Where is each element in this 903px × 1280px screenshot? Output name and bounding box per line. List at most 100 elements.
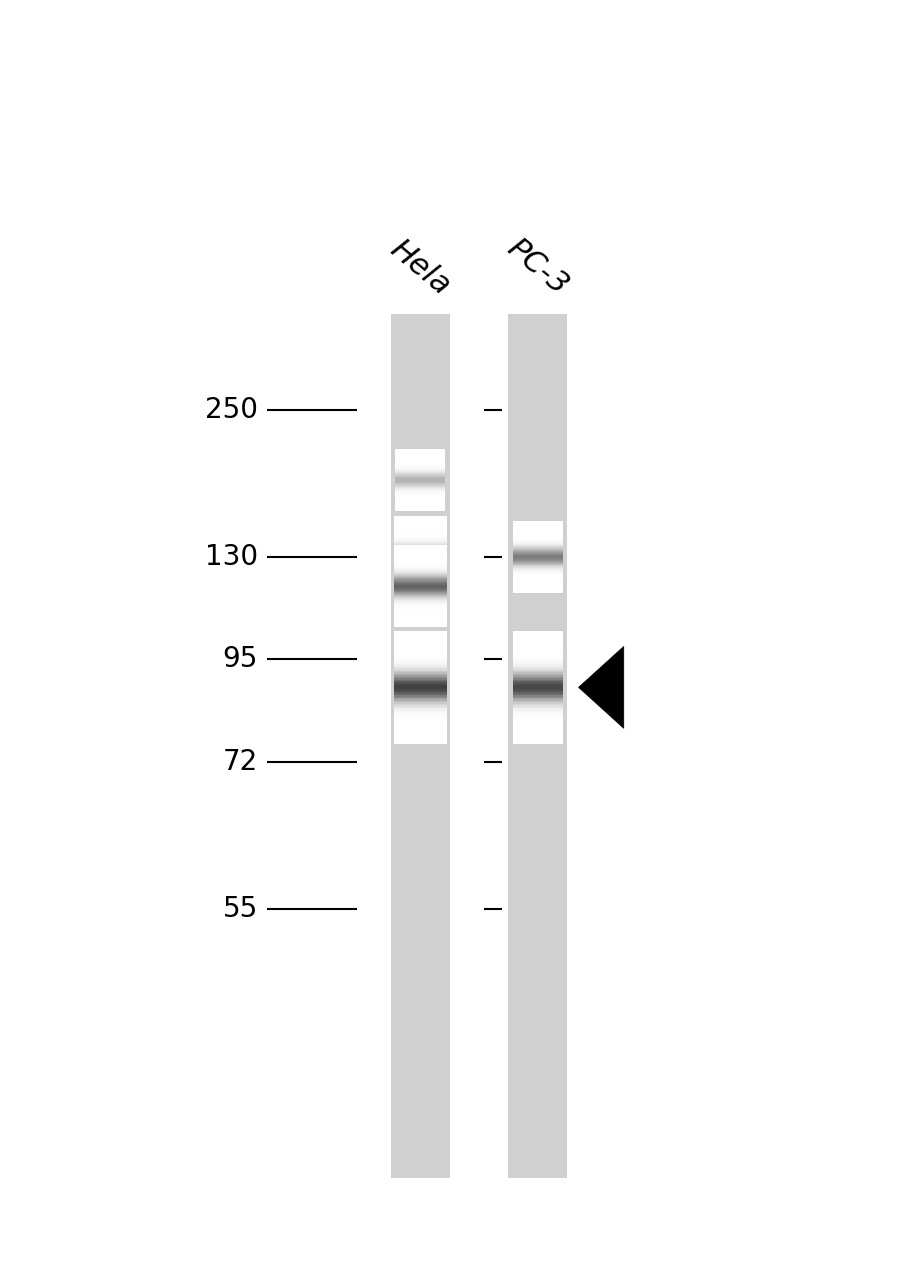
Bar (394, 716, 446, 717)
Bar (513, 643, 563, 644)
Bar (513, 731, 563, 732)
Bar (394, 657, 446, 658)
Bar (513, 723, 563, 726)
Bar (513, 721, 563, 722)
Bar (513, 660, 563, 663)
Text: 95: 95 (222, 645, 257, 673)
Bar (513, 640, 563, 641)
Bar (394, 730, 446, 731)
Text: 72: 72 (222, 748, 257, 776)
Bar (394, 658, 446, 659)
Bar (513, 635, 563, 636)
Bar (513, 692, 563, 694)
Bar (513, 726, 563, 727)
Bar (513, 708, 563, 709)
Bar (394, 672, 446, 673)
Bar (513, 639, 563, 640)
Bar (394, 733, 446, 735)
Bar (513, 652, 563, 653)
Bar (513, 668, 563, 669)
Bar (394, 698, 446, 699)
Bar (394, 681, 446, 682)
Text: 250: 250 (204, 396, 257, 424)
Bar (394, 644, 446, 645)
Bar (513, 689, 563, 690)
Bar (394, 703, 446, 704)
Bar (394, 740, 446, 741)
Bar (513, 694, 563, 695)
Bar (394, 648, 446, 649)
Bar (394, 710, 446, 712)
Bar (394, 632, 446, 634)
Bar (394, 694, 446, 695)
Bar (394, 643, 446, 644)
Bar (394, 639, 446, 640)
Bar (394, 695, 446, 696)
Bar (394, 704, 446, 705)
Bar (513, 663, 563, 664)
Bar (394, 634, 446, 635)
Bar (513, 672, 563, 673)
Bar (513, 741, 563, 742)
Bar (394, 666, 446, 667)
Bar (394, 732, 446, 733)
Bar (513, 634, 563, 635)
Bar (513, 682, 563, 684)
Bar (513, 655, 563, 657)
Bar (513, 644, 563, 645)
Bar (513, 707, 563, 708)
Bar (394, 680, 446, 681)
Bar (394, 696, 446, 698)
Bar (513, 740, 563, 741)
Bar (513, 645, 563, 646)
Bar (394, 692, 446, 694)
Bar (513, 691, 563, 692)
Bar (394, 717, 446, 718)
Bar (394, 719, 446, 721)
Bar (513, 658, 563, 659)
Bar (513, 710, 563, 712)
Bar (394, 660, 446, 663)
Bar (513, 666, 563, 667)
Bar (513, 709, 563, 710)
Bar (513, 699, 563, 701)
Bar (513, 677, 563, 678)
Bar (513, 680, 563, 681)
Bar (394, 682, 446, 684)
Bar (513, 698, 563, 699)
Bar (394, 726, 446, 727)
Bar (513, 696, 563, 698)
Bar (391, 314, 450, 1178)
Bar (513, 732, 563, 733)
Bar (394, 722, 446, 723)
Bar (513, 742, 563, 744)
Bar (394, 699, 446, 701)
Bar (513, 736, 563, 739)
Bar (513, 648, 563, 649)
Bar (394, 655, 446, 657)
Polygon shape (578, 646, 623, 728)
Bar (394, 673, 446, 676)
Bar (513, 735, 563, 736)
Bar (394, 721, 446, 722)
Bar (513, 701, 563, 703)
Text: Hela: Hela (385, 234, 455, 301)
Bar (513, 632, 563, 634)
Bar (513, 646, 563, 648)
Bar (513, 730, 563, 731)
Bar (394, 652, 446, 653)
Bar (513, 728, 563, 730)
Bar (394, 659, 446, 660)
Bar (513, 671, 563, 672)
Bar (513, 716, 563, 717)
Text: PC-3: PC-3 (501, 233, 573, 301)
Bar (394, 739, 446, 740)
Bar (394, 636, 446, 639)
Bar (513, 733, 563, 735)
Bar (394, 712, 446, 714)
Bar (394, 667, 446, 668)
Bar (513, 659, 563, 660)
Bar (513, 695, 563, 696)
Bar (394, 635, 446, 636)
Bar (394, 641, 446, 643)
